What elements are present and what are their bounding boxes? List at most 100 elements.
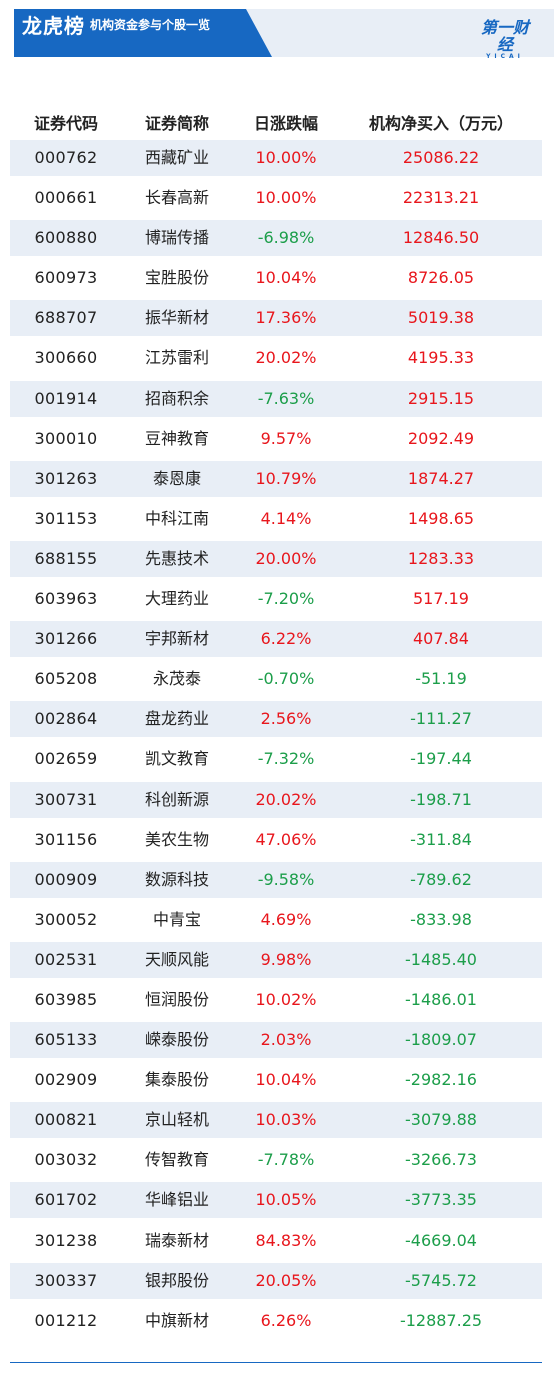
cell-change: 47.06% bbox=[255, 829, 317, 849]
cell-net-buy: 407.84 bbox=[413, 629, 469, 649]
table-row: 002864 盘龙药业 2.56% -111.27 bbox=[10, 701, 542, 738]
cell-name: 数源科技 bbox=[144, 869, 209, 889]
table-row: 688707 振华新材 17.36% 5019.38 bbox=[10, 300, 542, 337]
cell-net-buy: 8726.05 bbox=[407, 268, 475, 288]
cell-name: 盘龙药业 bbox=[144, 709, 209, 729]
cell-net-buy: 4195.33 bbox=[407, 348, 475, 368]
cell-net-buy: -2982.16 bbox=[405, 1070, 477, 1090]
cell-change: 4.14% bbox=[260, 508, 312, 528]
cell-code: 600973 bbox=[34, 268, 98, 288]
cell-name: 大理药业 bbox=[144, 589, 209, 609]
table-row: 300052 中青宝 4.69% -833.98 bbox=[10, 902, 542, 938]
table-row: 600880 博瑞传播 -6.98% 12846.50 bbox=[10, 220, 542, 257]
column-header-name: 证券简称 bbox=[144, 114, 209, 133]
logo-subtext: YICAI bbox=[486, 53, 524, 60]
cell-change: 84.83% bbox=[255, 1230, 317, 1250]
title-banner bbox=[14, 9, 272, 57]
cell-change: 20.05% bbox=[255, 1270, 317, 1290]
cell-net-buy: 1874.27 bbox=[407, 468, 475, 488]
cell-change: 20.02% bbox=[255, 348, 317, 368]
table-row: 003032 传智教育 -7.78% -3266.73 bbox=[10, 1142, 542, 1178]
cell-name: 嵘泰股份 bbox=[144, 1030, 209, 1050]
cell-net-buy: -198.71 bbox=[410, 789, 472, 809]
cell-code: 002659 bbox=[34, 749, 98, 769]
header-banner: 龙虎榜 机构资金参与个股一览 第一财经 YICAI bbox=[0, 0, 557, 70]
cell-change: -6.98% bbox=[257, 228, 315, 248]
cell-name: 长春高新 bbox=[144, 188, 209, 208]
cell-change: 9.98% bbox=[260, 949, 312, 969]
table-row: 603985 恒润股份 10.02% -1486.01 bbox=[10, 982, 542, 1018]
cell-change: 9.57% bbox=[260, 428, 312, 448]
column-header-change: 日涨跌幅 bbox=[253, 114, 318, 133]
table-row: 000821 京山轻机 10.03% -3079.88 bbox=[10, 1102, 542, 1139]
cell-net-buy: -5745.72 bbox=[405, 1270, 477, 1290]
cell-net-buy: 25086.22 bbox=[402, 148, 480, 167]
yicai-logo: 第一财经 YICAI bbox=[475, 19, 535, 60]
cell-change: 10.04% bbox=[255, 268, 317, 288]
cell-net-buy: -111.27 bbox=[410, 709, 472, 729]
table-row: 601702 华峰铝业 10.05% -3773.35 bbox=[10, 1182, 542, 1219]
cell-net-buy: -3773.35 bbox=[405, 1190, 477, 1210]
cell-net-buy: 12846.50 bbox=[402, 228, 480, 248]
cell-net-buy: -789.62 bbox=[410, 869, 472, 889]
cell-name: 恒润股份 bbox=[144, 989, 209, 1009]
cell-code: 000909 bbox=[34, 869, 98, 889]
cell-net-buy: 2915.15 bbox=[407, 388, 475, 408]
cell-net-buy: 517.19 bbox=[413, 589, 469, 609]
cell-change: 10.04% bbox=[255, 1070, 317, 1090]
table-row: 605133 嵘泰股份 2.03% -1809.07 bbox=[10, 1022, 542, 1059]
cell-net-buy: 2092.49 bbox=[407, 428, 475, 448]
cell-change: -9.58% bbox=[257, 869, 315, 889]
cell-net-buy: -1485.40 bbox=[405, 949, 477, 969]
cell-name: 博瑞传播 bbox=[144, 228, 209, 248]
table-row: 603963 大理药业 -7.20% 517.19 bbox=[10, 581, 542, 617]
cell-name: 传智教育 bbox=[144, 1150, 209, 1170]
cell-net-buy: -833.98 bbox=[410, 909, 472, 929]
cell-name: 美农生物 bbox=[144, 829, 209, 849]
cell-change: 6.22% bbox=[260, 629, 312, 649]
cell-change: 20.02% bbox=[255, 789, 317, 809]
cell-net-buy: 1498.65 bbox=[407, 508, 475, 528]
cell-code: 301263 bbox=[34, 468, 98, 488]
cell-code: 688155 bbox=[34, 548, 98, 568]
column-header-code: 证券代码 bbox=[33, 114, 98, 133]
cell-change: 10.00% bbox=[255, 148, 317, 167]
cell-code: 301266 bbox=[34, 629, 98, 649]
cell-name: 中科江南 bbox=[144, 508, 209, 528]
cell-code: 002909 bbox=[34, 1070, 98, 1090]
table-row: 301153 中科江南 4.14% 1498.65 bbox=[10, 501, 542, 537]
cell-code: 001212 bbox=[34, 1310, 98, 1330]
cell-net-buy: 5019.38 bbox=[407, 308, 475, 328]
table-row: 001212 中旗新材 6.26% -12887.25 bbox=[10, 1303, 542, 1339]
table-row: 300337 银邦股份 20.05% -5745.72 bbox=[10, 1262, 542, 1299]
cell-change: -0.70% bbox=[257, 669, 315, 689]
page-title: 龙虎榜 bbox=[22, 14, 85, 38]
cell-net-buy: -12887.25 bbox=[399, 1310, 483, 1330]
cell-code: 605133 bbox=[34, 1030, 98, 1050]
cell-change: -7.32% bbox=[257, 749, 315, 769]
cell-code: 300731 bbox=[34, 789, 98, 809]
table-row: 301266 宇邦新材 6.22% 407.84 bbox=[10, 621, 542, 658]
cell-code: 605208 bbox=[34, 669, 98, 689]
cell-code: 601702 bbox=[34, 1190, 98, 1210]
cell-code: 000661 bbox=[34, 188, 98, 208]
cell-code: 300052 bbox=[34, 909, 98, 929]
cell-name: 中青宝 bbox=[152, 909, 201, 929]
cell-net-buy: 1283.33 bbox=[407, 548, 475, 568]
cell-change: 6.26% bbox=[260, 1310, 312, 1330]
cell-name: 豆神教育 bbox=[144, 428, 209, 448]
cell-name: 振华新材 bbox=[144, 308, 209, 328]
cell-change: 10.03% bbox=[255, 1110, 317, 1130]
cell-code: 301156 bbox=[34, 829, 98, 849]
cell-net-buy: -4669.04 bbox=[405, 1230, 477, 1250]
cell-name: 招商积余 bbox=[144, 388, 209, 408]
table-row: 002531 天顺风能 9.98% -1485.40 bbox=[10, 941, 542, 978]
cell-name: 京山轻机 bbox=[144, 1110, 209, 1130]
cell-name: 天顺风能 bbox=[144, 949, 209, 969]
table-row: 000909 数源科技 -9.58% -789.62 bbox=[10, 861, 542, 898]
cell-net-buy: 22313.21 bbox=[402, 188, 480, 208]
cell-code: 600880 bbox=[34, 228, 98, 248]
cell-change: 2.03% bbox=[260, 1030, 312, 1050]
cell-net-buy: -3079.88 bbox=[405, 1110, 477, 1130]
cell-net-buy: -197.44 bbox=[410, 749, 472, 769]
